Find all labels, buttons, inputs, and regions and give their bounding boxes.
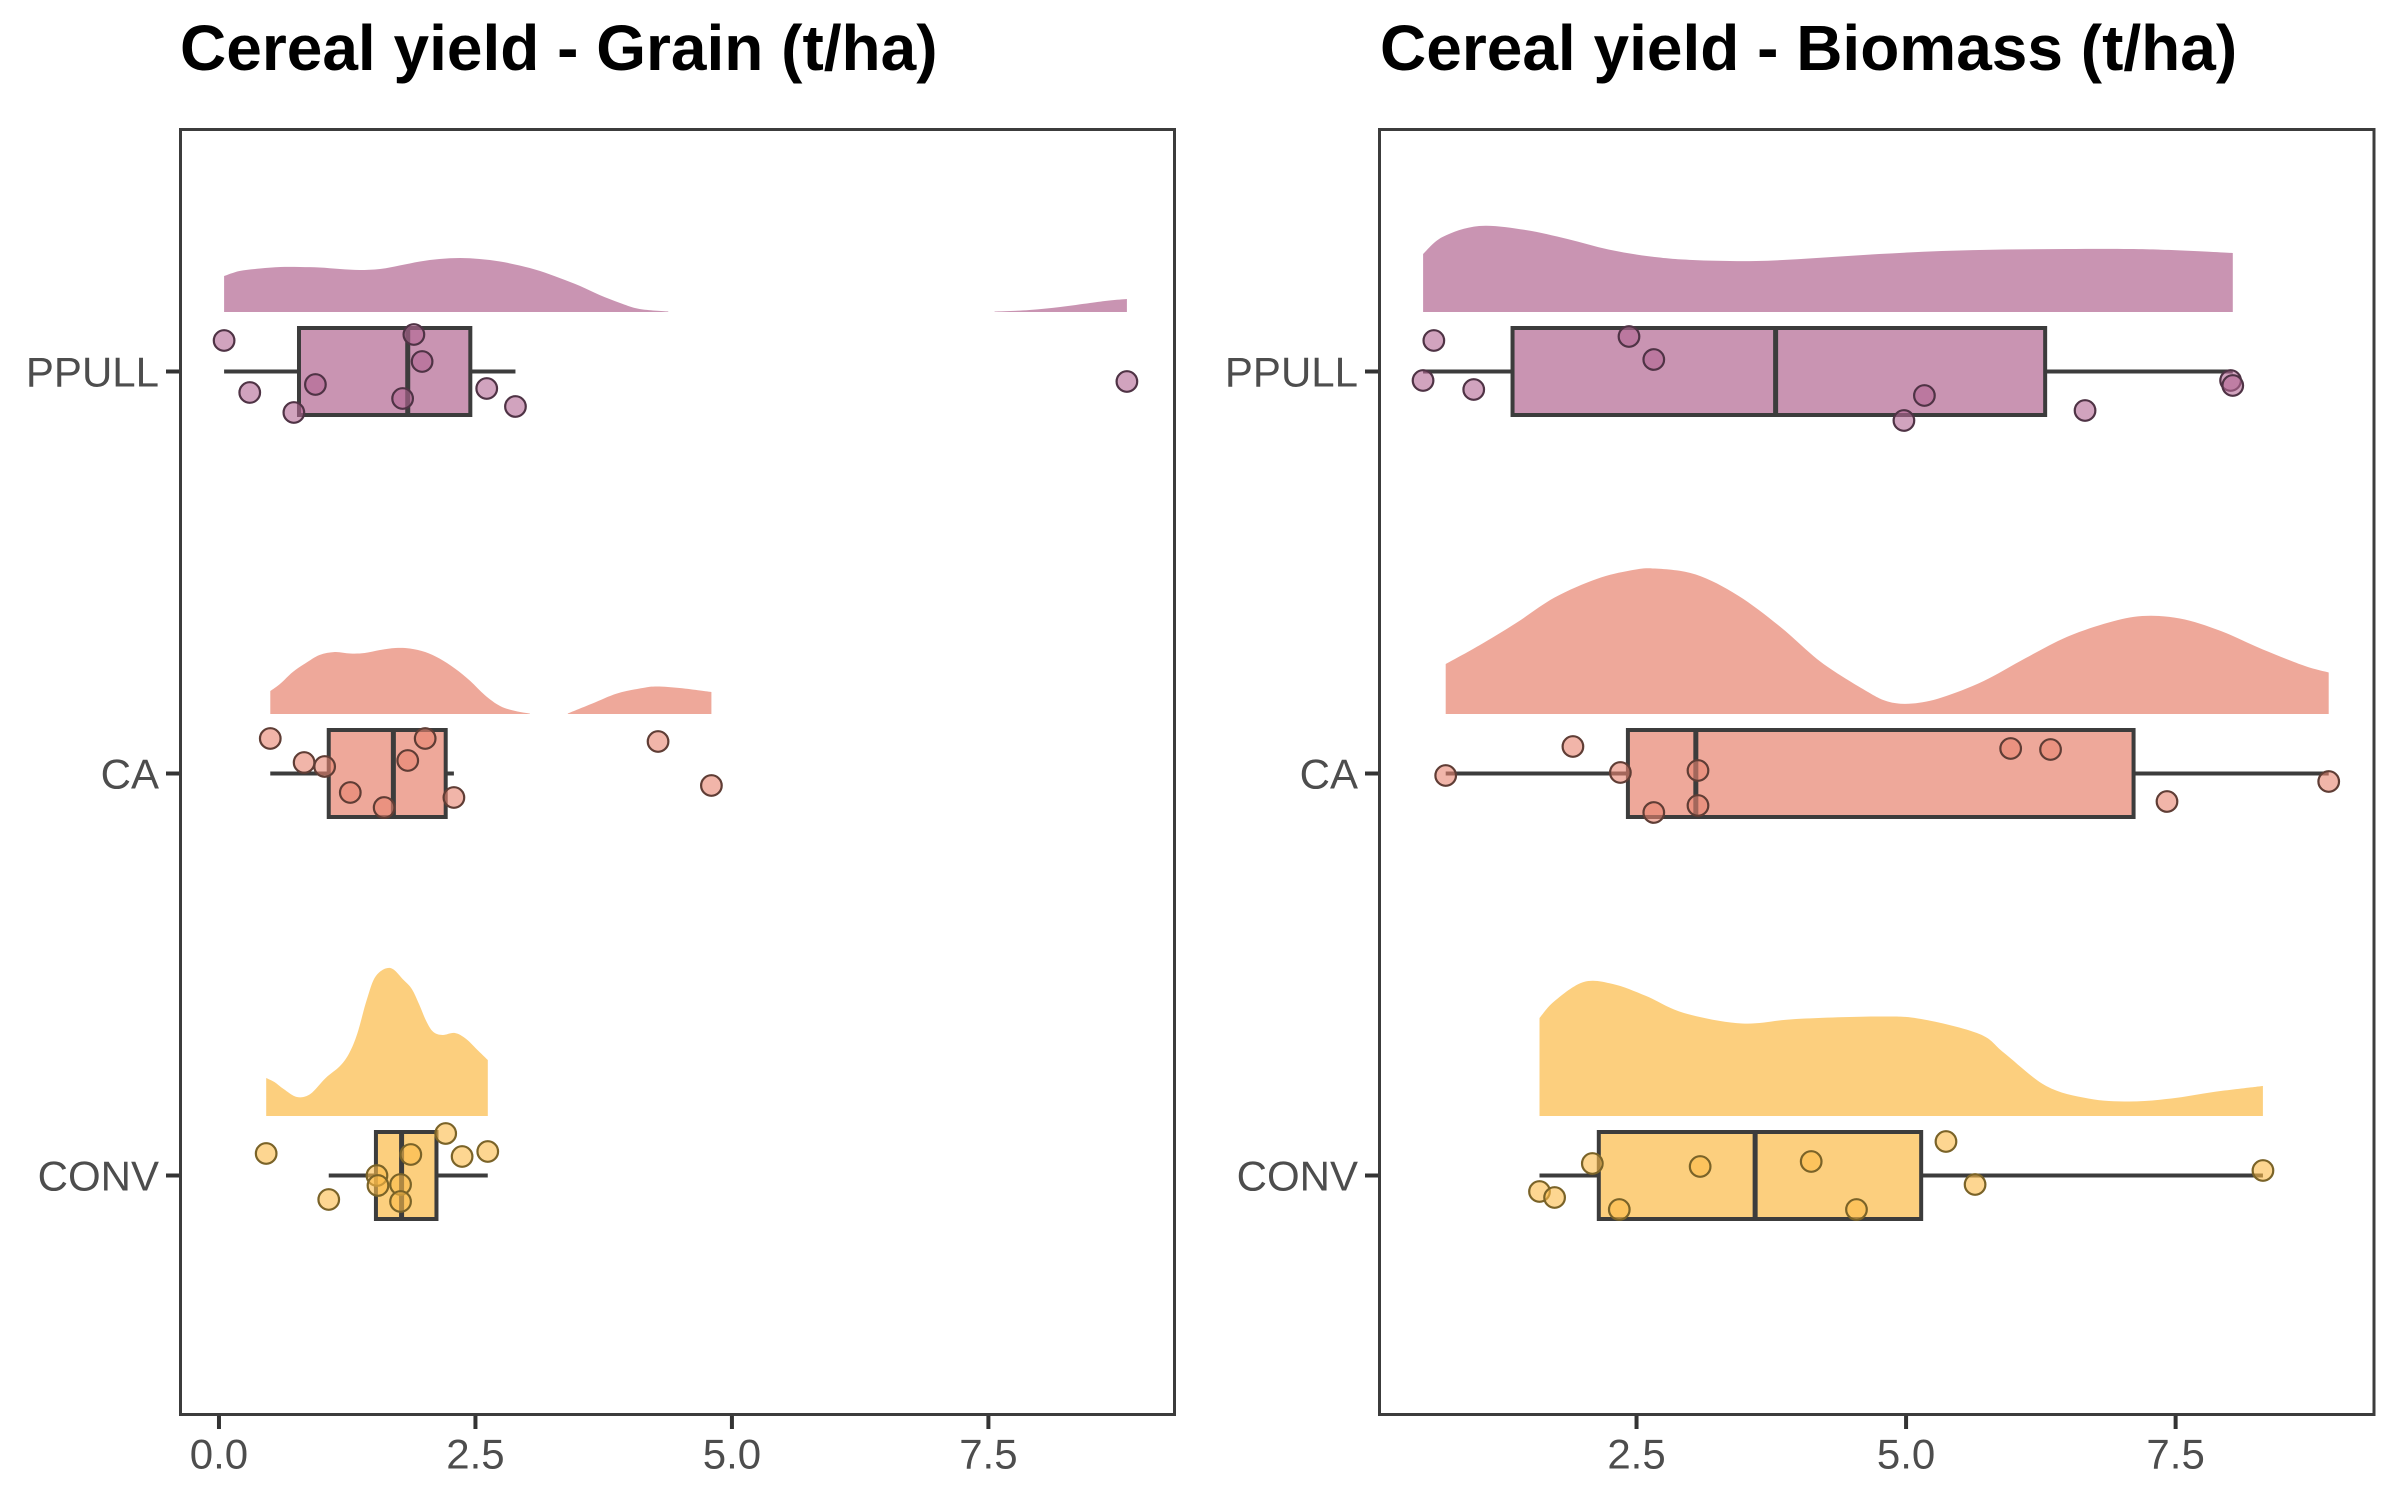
x-tick-label: 7.5 bbox=[2146, 1431, 2204, 1478]
data-point-ppull bbox=[1617, 325, 1641, 348]
y-axis-label-conv: CONV bbox=[38, 1153, 159, 1200]
panel-title-biomass: Cereal yield - Biomass (t/ha) bbox=[1380, 12, 2237, 84]
y-axis-label-ppull: PPULL bbox=[26, 349, 159, 396]
data-point-ppull bbox=[475, 377, 499, 400]
density-cloud-ca bbox=[270, 647, 530, 714]
x-tick-label: 2.5 bbox=[446, 1431, 504, 1478]
data-point-ca bbox=[292, 751, 316, 774]
data-point-ppull bbox=[2221, 374, 2245, 397]
panel-border bbox=[1378, 128, 2376, 1416]
data-point-ca bbox=[338, 781, 362, 804]
data-point-ca bbox=[1608, 761, 1632, 784]
x-tick-label: 2.5 bbox=[1607, 1431, 1665, 1478]
density-cloud-ca bbox=[1445, 568, 2329, 714]
density-cloud-conv bbox=[1539, 980, 2263, 1116]
data-point-ppull bbox=[282, 401, 306, 424]
data-point-ca bbox=[442, 786, 466, 809]
density-cloud-ca bbox=[567, 686, 712, 714]
data-point-ppull bbox=[2073, 399, 2097, 422]
plot-layers: 0.0 2.5 5.0 7.5 PPULL CA CONV 2.5 5.0 7.5 PPULL CA C… bbox=[26, 128, 2376, 1478]
data-point-conv bbox=[434, 1122, 458, 1145]
data-point-ca bbox=[700, 774, 723, 797]
data-point-ppull bbox=[304, 373, 327, 396]
data-point-ca bbox=[2155, 790, 2179, 813]
data-point-conv bbox=[1799, 1150, 1823, 1173]
data-point-conv bbox=[1934, 1130, 1958, 1153]
data-point-ca bbox=[1561, 735, 1585, 758]
density-cloud-conv bbox=[266, 967, 488, 1116]
data-point-ppull bbox=[1913, 384, 1936, 407]
data-point-ca bbox=[646, 730, 670, 753]
data-point-ppull bbox=[1462, 378, 1486, 401]
x-tick-label: 5.0 bbox=[703, 1431, 761, 1478]
data-point-ppull bbox=[1642, 348, 1666, 371]
data-point-ca bbox=[258, 727, 282, 750]
data-point-ca bbox=[1434, 764, 1458, 787]
data-point-ppull bbox=[504, 395, 527, 418]
data-point-ppull bbox=[391, 387, 415, 410]
x-tick-label: 5.0 bbox=[1877, 1431, 1935, 1478]
data-point-ca bbox=[413, 727, 437, 750]
data-point-ppull bbox=[212, 329, 236, 352]
data-point-ca bbox=[1686, 759, 1710, 782]
row-ppull-left bbox=[212, 258, 1139, 424]
data-point-ca bbox=[1999, 737, 2023, 760]
y-axis-label-ppull: PPULL bbox=[1225, 349, 1358, 396]
row-conv-left bbox=[254, 967, 500, 1221]
box-ppull bbox=[1510, 326, 2048, 417]
panel-title-grain: Cereal yield - Grain (t/ha) bbox=[180, 12, 938, 84]
y-axis-label-conv: CONV bbox=[1237, 1153, 1358, 1200]
box-conv bbox=[1596, 1130, 1924, 1221]
data-point-ca bbox=[313, 755, 337, 778]
x-tick-label: 7.5 bbox=[959, 1431, 1017, 1478]
y-axis-label-ca: CA bbox=[1300, 751, 1358, 798]
data-point-conv bbox=[450, 1145, 474, 1168]
data-point-conv bbox=[254, 1142, 278, 1165]
data-point-conv bbox=[1580, 1152, 1604, 1175]
box-ppull bbox=[296, 326, 473, 417]
panel-border bbox=[179, 128, 1176, 1416]
data-point-ppull bbox=[1422, 329, 1446, 352]
data-point-conv bbox=[389, 1190, 412, 1213]
data-point-ca bbox=[2039, 738, 2062, 761]
row-ca-right bbox=[1434, 568, 2341, 824]
y-axis-label-ca: CA bbox=[101, 751, 159, 798]
data-point-ca bbox=[396, 749, 420, 772]
data-point-conv bbox=[1963, 1173, 1987, 1196]
density-cloud-ppull bbox=[224, 258, 669, 312]
data-point-ppull bbox=[1411, 369, 1435, 392]
density-cloud-ppull bbox=[994, 299, 1127, 312]
row-conv-right bbox=[1528, 980, 2275, 1221]
panel-right: 2.5 5.0 7.5 PPULL CA CONV bbox=[1225, 128, 2376, 1478]
data-point-ppull bbox=[1892, 409, 1916, 432]
row-ppull-right bbox=[1411, 225, 2245, 432]
data-point-ca bbox=[2317, 770, 2341, 793]
data-point-conv bbox=[1543, 1186, 1566, 1209]
data-point-ppull bbox=[402, 323, 426, 346]
data-point-conv bbox=[1688, 1155, 1712, 1178]
density-cloud-ppull bbox=[1423, 225, 2233, 312]
data-point-ppull bbox=[410, 350, 434, 373]
data-point-ca bbox=[1642, 801, 1666, 824]
data-point-conv bbox=[1845, 1198, 1868, 1221]
data-point-ca bbox=[372, 796, 396, 819]
data-point-conv bbox=[399, 1143, 423, 1166]
data-point-conv bbox=[317, 1188, 341, 1211]
x-tick-label: 0.0 bbox=[190, 1431, 248, 1478]
data-point-ppull bbox=[1115, 370, 1139, 393]
data-point-conv bbox=[2251, 1159, 2275, 1182]
data-point-conv bbox=[1607, 1198, 1631, 1221]
data-point-conv bbox=[366, 1174, 390, 1197]
data-point-conv bbox=[476, 1140, 500, 1163]
data-point-ca bbox=[1686, 794, 1710, 817]
panel-left: 0.0 2.5 5.0 7.5 PPULL CA CONV bbox=[26, 128, 1176, 1478]
data-point-ppull bbox=[238, 381, 262, 404]
row-ca-left bbox=[258, 647, 723, 819]
